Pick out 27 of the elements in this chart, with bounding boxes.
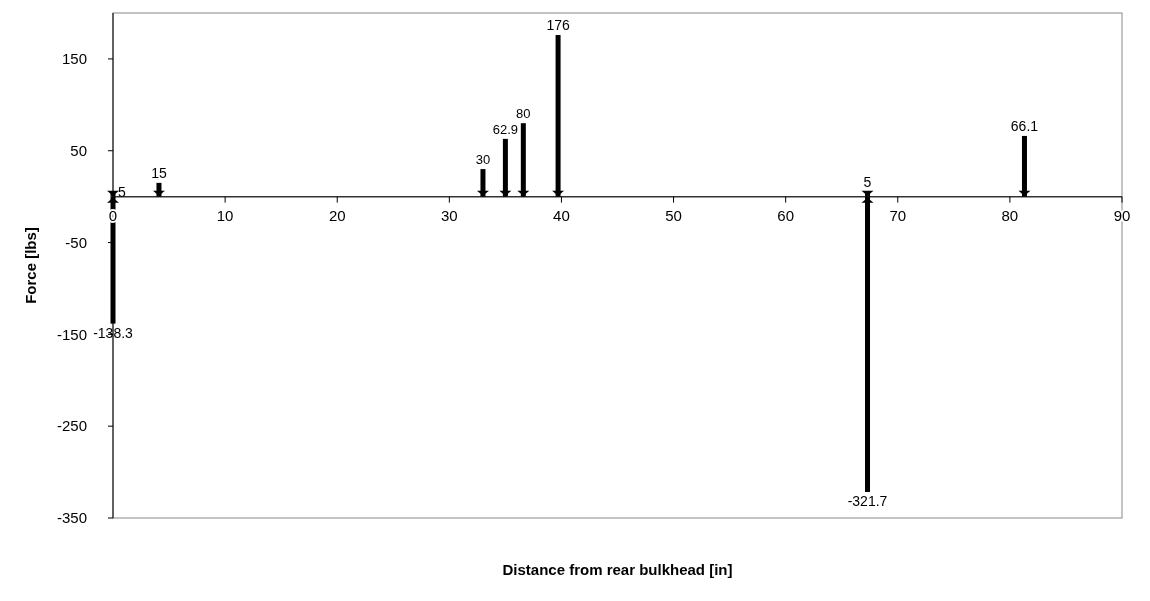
data-label: -321.7 [847,493,888,510]
data-label: 62.9 [492,121,519,137]
data-label: 176 [546,17,570,34]
data-label: 5 [863,174,872,191]
data-label: 66.1 [1010,117,1039,134]
y-tick-label: -350 [56,509,87,527]
x-tick-label: 80 [1001,206,1019,224]
x-tick-label: 70 [889,206,907,224]
y-axis-title: Force [lbs] [22,227,39,304]
data-label: 30 [475,152,491,168]
x-tick-label: 0 [108,206,118,224]
y-tick-label: 150 [61,50,87,68]
x-tick-label: 90 [1113,206,1131,224]
y-tick-label: -50 [65,233,87,251]
x-tick-label: 10 [216,206,234,224]
x-tick-label: 30 [440,206,458,224]
x-axis-title: Distance from rear bulkhead [in] [502,561,733,578]
data-label: 80 [516,106,531,122]
x-tick-label: 40 [553,206,570,224]
y-tick-label: -250 [56,417,87,435]
data-label: 15 [151,164,167,181]
y-tick-label: -150 [56,325,87,343]
x-tick-label: 60 [777,206,795,224]
x-tick-label: 20 [328,206,346,224]
y-tick-label: 50 [70,141,87,159]
x-tick-label: 50 [665,206,682,224]
data-label: 5 [118,184,126,201]
